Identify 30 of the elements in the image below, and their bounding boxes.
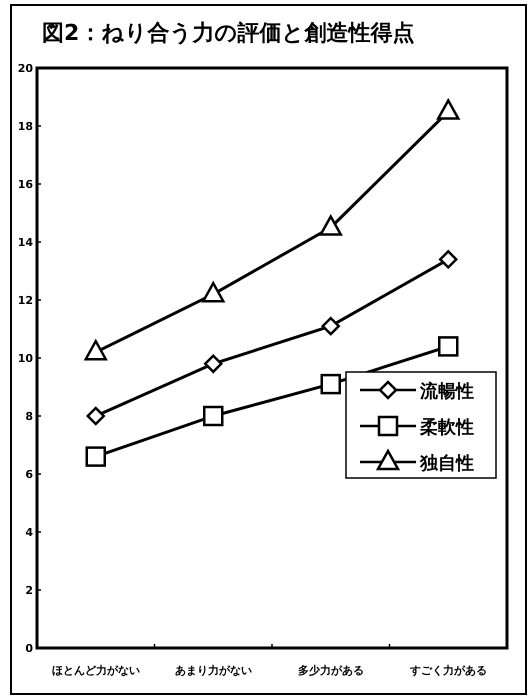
legend-label: 独自性 <box>419 453 474 474</box>
y-tick-label: 0 <box>25 642 34 655</box>
point <box>438 336 458 357</box>
point <box>86 446 106 467</box>
y-tick-label: 10 <box>18 352 34 365</box>
point <box>320 215 342 236</box>
point <box>439 250 458 269</box>
y-tick-label: 6 <box>25 468 34 481</box>
y-tick-label: 12 <box>18 294 33 307</box>
legend-label: 柔軟性 <box>419 417 474 438</box>
y-tick-label: 20 <box>18 62 34 75</box>
y-tick-label: 2 <box>25 584 33 597</box>
point <box>203 406 224 426</box>
x-tick-label: ほとんど力がない <box>52 664 140 677</box>
point <box>86 406 105 426</box>
point <box>437 99 460 120</box>
y-tick-label: 14 <box>18 236 34 249</box>
x-tick-label: すごく力がある <box>408 664 487 677</box>
point <box>320 374 341 394</box>
x-tick-label: あまり力がない <box>174 664 252 677</box>
y-tick-label: 8 <box>25 410 33 423</box>
point <box>322 316 340 336</box>
y-tick-label: 18 <box>18 120 33 133</box>
point <box>204 354 222 374</box>
y-tick-label: 16 <box>18 178 34 191</box>
x-tick-label: 多少力がある <box>298 664 364 677</box>
point <box>202 282 224 302</box>
y-tick-label: 4 <box>25 526 34 539</box>
chart-title: 図2：ねり合う力の評価と創造性得点 <box>42 21 414 46</box>
legend-label: 流暢性 <box>419 381 474 402</box>
